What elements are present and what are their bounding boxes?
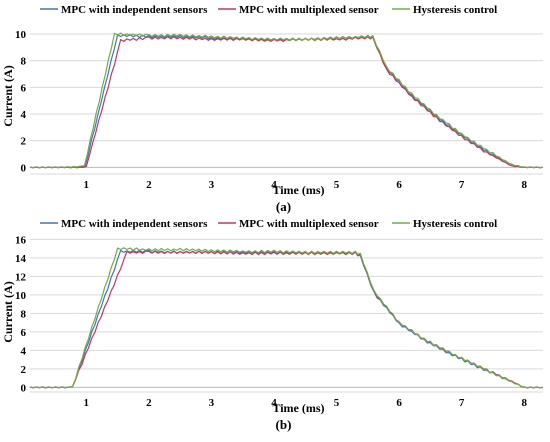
- x-tick-label: 3: [209, 397, 215, 409]
- legend-label: MPC with independent sensors: [61, 218, 208, 230]
- y-tick-label: 10: [15, 290, 27, 302]
- x-tick-label: 4: [271, 179, 277, 191]
- x-tick-label: 5: [334, 179, 340, 191]
- legend-label: MPC with independent sensors: [61, 4, 208, 16]
- y-tick-label: 2: [21, 136, 27, 148]
- y-tick-label: 14: [15, 253, 27, 265]
- series-line: [29, 249, 544, 389]
- x-tick-label: 5: [334, 397, 340, 409]
- legend-label: MPC with multiplexed sensor: [239, 4, 379, 16]
- y-tick-label: 6: [21, 327, 27, 339]
- x-axis-title: Time (ms): [272, 183, 324, 197]
- series-line: [29, 247, 544, 389]
- x-tick-label: 4: [271, 397, 277, 409]
- y-tick-label: 8: [21, 56, 27, 68]
- x-tick-label: 8: [521, 397, 527, 409]
- x-tick-label: 7: [459, 397, 465, 409]
- series-line: [29, 250, 544, 389]
- y-tick-label: 2: [21, 364, 27, 376]
- legend-label: MPC with multiplexed sensor: [239, 218, 379, 230]
- x-tick-label: 3: [209, 179, 215, 191]
- y-axis-title: Current (A): [1, 65, 15, 126]
- series-line: [29, 36, 544, 169]
- y-tick-label: 12: [15, 271, 27, 283]
- y-axis-title: Current (A): [1, 281, 15, 342]
- panel-caption: (a): [276, 199, 291, 214]
- series-line: [29, 32, 544, 169]
- x-tick-label: 1: [84, 179, 90, 191]
- y-tick-label: 8: [21, 308, 27, 320]
- y-tick-label: 6: [21, 82, 27, 94]
- y-tick-label: 4: [21, 345, 27, 357]
- x-tick-label: 7: [459, 179, 465, 191]
- x-tick-label: 8: [521, 179, 527, 191]
- series-line: [29, 34, 544, 169]
- y-tick-label: 0: [21, 382, 27, 394]
- x-tick-label: 6: [396, 179, 402, 191]
- y-tick-label: 0: [21, 162, 27, 174]
- x-tick-label: 6: [396, 397, 402, 409]
- y-tick-label: 10: [15, 29, 27, 41]
- legend-label: Hysteresis control: [413, 218, 497, 230]
- x-axis-title: Time (ms): [272, 401, 324, 415]
- x-tick-label: 2: [146, 397, 152, 409]
- x-tick-label: 2: [146, 179, 152, 191]
- y-tick-label: 16: [15, 234, 27, 246]
- panel-caption: (b): [276, 417, 292, 432]
- legend-label: Hysteresis control: [413, 4, 497, 16]
- x-tick-label: 1: [84, 397, 90, 409]
- y-tick-label: 4: [21, 109, 27, 121]
